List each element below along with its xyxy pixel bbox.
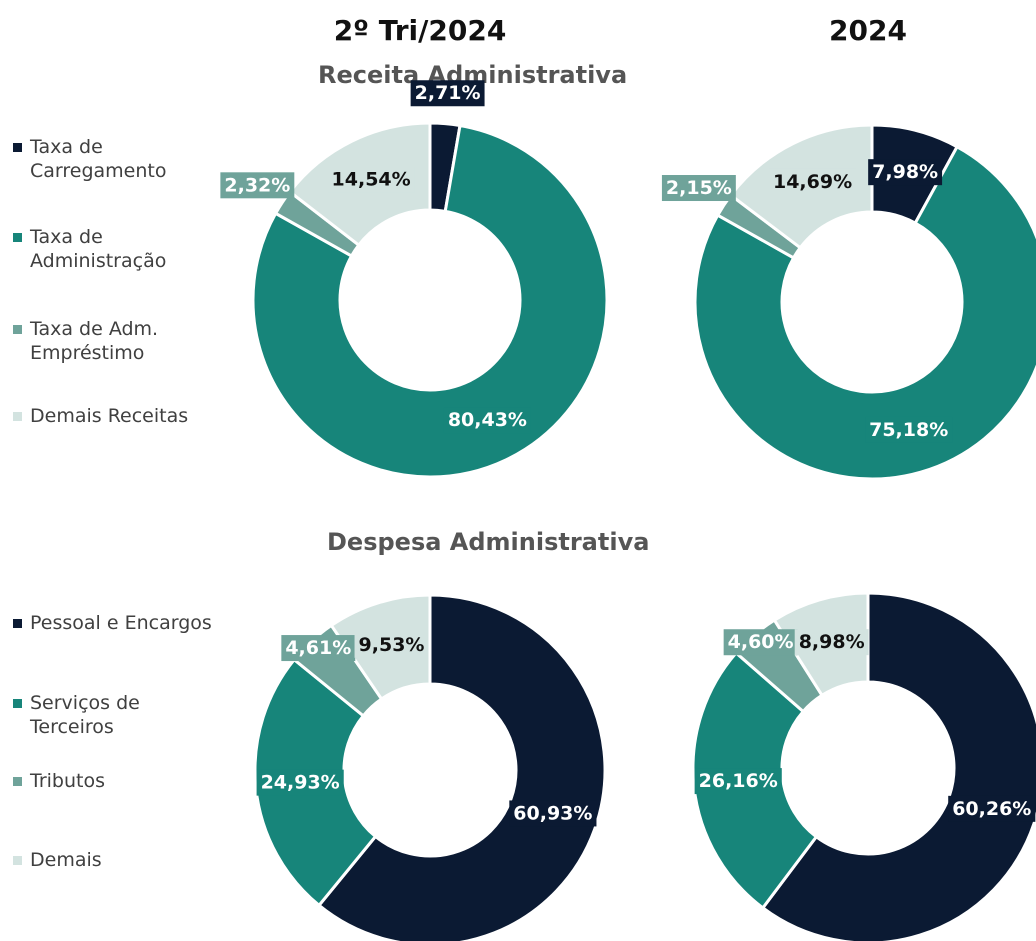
value-label: 4,60% [728, 631, 794, 653]
donut-slice [693, 144, 1036, 481]
value-label: 14,69% [773, 171, 852, 193]
legend-item: Demais [13, 848, 260, 872]
legend-item: Serviços de Terceiros [13, 691, 180, 739]
value-label-box [865, 416, 953, 443]
value-label: 60,26% [952, 798, 1031, 820]
legend-item: Taxa de Administração [13, 225, 205, 273]
section-title: Despesa Administrativa [327, 528, 649, 556]
value-label-box [410, 80, 485, 107]
value-label-box [723, 629, 798, 656]
legend-item: Tributos [13, 769, 260, 793]
legend-label: Pessoal e Encargos [30, 612, 212, 634]
legend-item: Taxa de Carregamento [13, 135, 205, 183]
donut-slice [251, 123, 609, 479]
legend-swatch [13, 143, 22, 152]
value-label: 8,98% [799, 631, 865, 653]
legend-label: Taxa de Carregamento [30, 136, 167, 182]
value-label: 2,15% [666, 177, 732, 199]
column-header: 2024 [829, 14, 907, 47]
value-label-box [281, 635, 356, 662]
value-label: 4,61% [285, 637, 351, 659]
value-label-box [443, 407, 531, 434]
value-label-box [256, 769, 344, 796]
donut-slice [316, 593, 607, 941]
legend-label: Taxa de Administração [30, 226, 167, 272]
value-label-box [694, 768, 782, 795]
value-label-box [661, 175, 736, 202]
donut [251, 121, 609, 479]
value-label-box [948, 795, 1036, 822]
legend-swatch [13, 233, 22, 242]
legend-swatch [13, 856, 22, 865]
legend-swatch [13, 325, 22, 334]
legend-swatch [13, 619, 22, 628]
value-label: 75,18% [869, 419, 948, 441]
legend-swatch [13, 699, 22, 708]
legend-item: Taxa de Adm. Empréstimo [13, 317, 205, 365]
value-label: 14,54% [332, 169, 411, 191]
legend-label: Taxa de Adm. Empréstimo [30, 318, 159, 364]
legend-label: Serviços de Terceiros [30, 692, 140, 738]
legend-label: Demais [30, 849, 102, 871]
donut [253, 593, 607, 941]
value-label: 26,16% [699, 770, 778, 792]
value-label-box [794, 629, 869, 656]
value-label-box [768, 168, 857, 195]
legend-swatch [13, 777, 22, 786]
column-header: 2º Tri/2024 [334, 14, 507, 47]
value-label-box [220, 172, 295, 199]
value-label-box [327, 166, 415, 193]
value-label: 7,98% [872, 161, 938, 183]
value-label-box [509, 800, 597, 827]
donut-slice [760, 591, 1036, 941]
value-label-box [868, 159, 943, 186]
value-label-box [354, 631, 429, 658]
legend-swatch [13, 412, 22, 421]
value-label: 9,53% [359, 634, 425, 656]
legend-label: Demais Receitas [30, 405, 189, 427]
legend-item: Demais Receitas [13, 404, 230, 428]
legend-label: Tributos [30, 770, 105, 792]
value-label: 24,93% [261, 772, 340, 794]
value-label: 80,43% [448, 409, 527, 431]
legend-item: Pessoal e Encargos [13, 611, 260, 635]
value-label: 2,71% [415, 82, 481, 104]
value-label: 60,93% [513, 802, 592, 824]
value-label: 2,32% [224, 174, 290, 196]
